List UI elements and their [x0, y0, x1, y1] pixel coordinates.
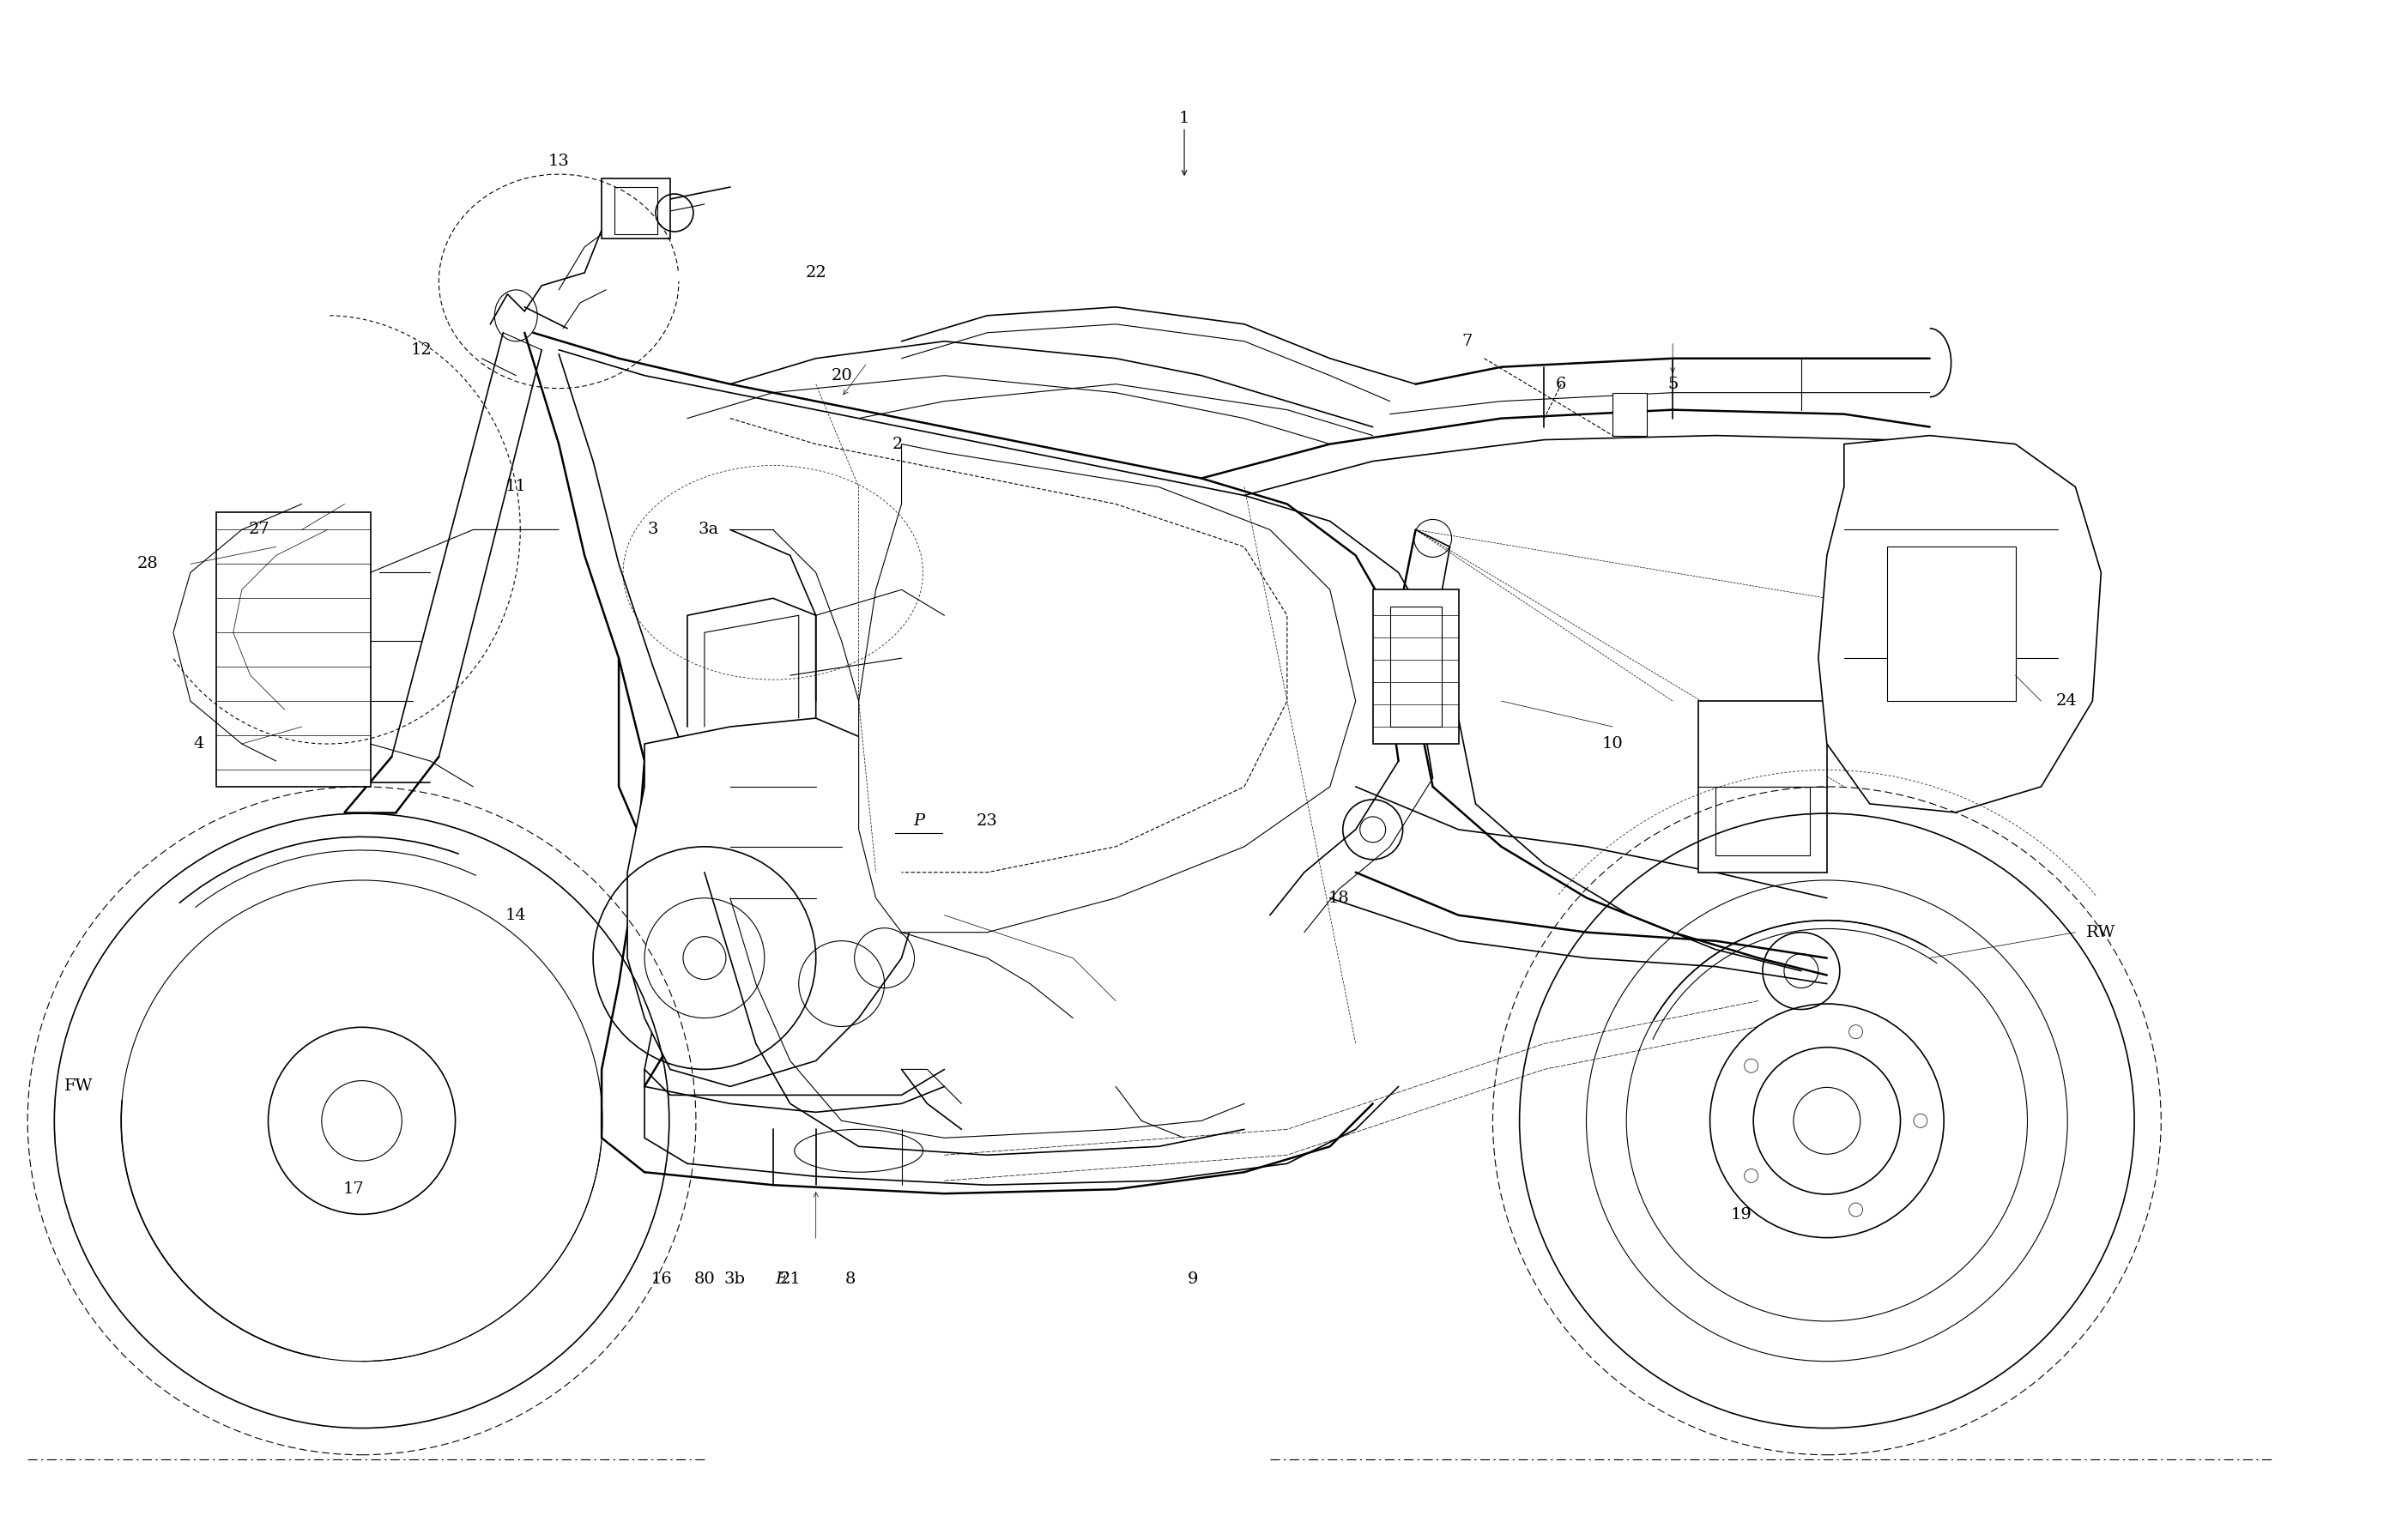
Text: 3: 3 [648, 522, 657, 538]
Text: 12: 12 [412, 343, 433, 358]
Polygon shape [1818, 435, 2102, 813]
Text: 3a: 3a [698, 522, 720, 538]
Text: 7: 7 [1462, 334, 1471, 349]
Text: 4: 4 [193, 737, 205, 752]
Text: 9: 9 [1187, 1272, 1199, 1287]
Bar [1714, 787, 1811, 855]
Text: 10: 10 [1601, 737, 1623, 752]
Text: FW: FW [65, 1079, 94, 1095]
Text: 18: 18 [1327, 890, 1348, 905]
Bar [1888, 547, 2015, 700]
Bar [1613, 393, 1647, 435]
Polygon shape [860, 444, 1356, 932]
Text: 24: 24 [2056, 693, 2078, 709]
Bar [1698, 700, 1828, 872]
Text: E: E [775, 1272, 787, 1287]
Text: 2: 2 [891, 437, 903, 452]
Text: 16: 16 [650, 1272, 672, 1287]
Bar [1389, 606, 1442, 726]
Text: 21: 21 [780, 1272, 802, 1287]
Text: 14: 14 [506, 908, 527, 923]
Bar [217, 512, 371, 787]
Text: RW: RW [2085, 925, 2117, 940]
Text: 22: 22 [804, 265, 826, 280]
Bar [1373, 590, 1459, 744]
Bar [602, 179, 669, 238]
Text: 27: 27 [248, 522, 270, 538]
Text: 23: 23 [978, 813, 997, 829]
Text: 5: 5 [1666, 376, 1678, 391]
Text: P: P [913, 813, 925, 829]
Text: 19: 19 [1731, 1207, 1753, 1223]
Text: 28: 28 [137, 556, 159, 572]
Text: 13: 13 [549, 153, 571, 170]
Text: 3b: 3b [725, 1272, 744, 1287]
Text: 17: 17 [342, 1181, 364, 1198]
Text: 1: 1 [1180, 111, 1190, 126]
Text: 11: 11 [506, 479, 527, 494]
Text: 6: 6 [1556, 376, 1568, 391]
Text: 20: 20 [831, 368, 852, 384]
Text: 8: 8 [845, 1272, 855, 1287]
Bar [614, 186, 657, 233]
Polygon shape [628, 719, 927, 1087]
Text: 80: 80 [694, 1272, 715, 1287]
